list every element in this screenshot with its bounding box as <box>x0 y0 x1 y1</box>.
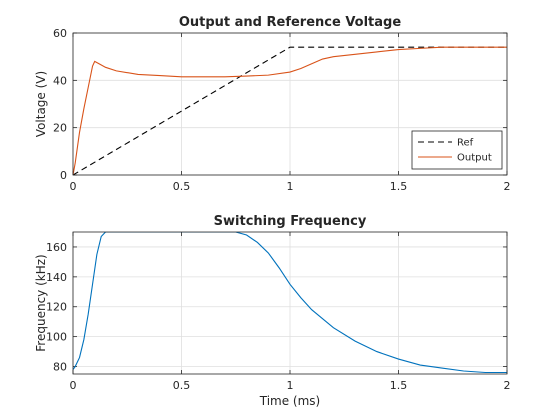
chart-title: Switching Frequency <box>214 214 367 229</box>
x-tick-label: 0 <box>70 379 77 392</box>
chart-title: Output and Reference Voltage <box>179 15 402 30</box>
y-tick-label: 20 <box>53 122 67 135</box>
y-tick-label: 100 <box>46 331 67 344</box>
legend-box <box>411 130 503 170</box>
x-tick-label: 0.5 <box>173 379 191 392</box>
x-tick-label: 1 <box>287 180 294 193</box>
legend: Ref Output <box>411 130 503 170</box>
y-tick-label: 80 <box>53 361 67 374</box>
y-tick-label: 40 <box>53 74 67 87</box>
legend-label-ref: Ref <box>457 138 474 149</box>
y-axis-label: Frequency (kHz) <box>34 254 48 351</box>
x-tick-label: 1.5 <box>390 379 408 392</box>
y-tick-label: 140 <box>46 271 67 284</box>
x-tick-label: 2 <box>504 379 511 392</box>
x-tick-label: 0 <box>70 180 77 193</box>
x-tick-label: 1.5 <box>390 180 408 193</box>
series-line-frequency <box>73 232 507 374</box>
x-tick-label: 0.5 <box>173 180 191 193</box>
legend-label-output: Output <box>457 153 492 164</box>
plot-frame <box>72 32 508 176</box>
y-tick-label: 160 <box>46 241 67 254</box>
y-tick-label: 60 <box>53 27 67 40</box>
x-tick-label: 2 <box>504 180 511 193</box>
y-axis-label: Voltage (V) <box>34 71 48 137</box>
x-tick-label: 1 <box>287 379 294 392</box>
series-line-ref <box>73 46 507 175</box>
y-tick-label: 0 <box>60 169 67 182</box>
y-tick-label: 120 <box>46 301 67 314</box>
x-axis-label: Time (ms) <box>259 394 321 408</box>
chart-2: 0 0.5 1 1.5 2 80 100 120 140 160 Switching Frequen… <box>34 214 511 408</box>
plot-frame <box>72 231 508 375</box>
series-line-output <box>73 46 507 175</box>
